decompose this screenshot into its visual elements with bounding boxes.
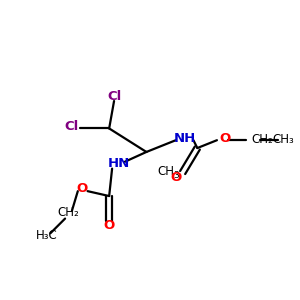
Text: CH₂: CH₂ (251, 133, 273, 146)
Text: CH₃: CH₃ (273, 133, 295, 146)
Text: O: O (219, 132, 230, 145)
Text: H₃C: H₃C (36, 229, 57, 242)
Text: CH₂: CH₂ (57, 206, 79, 219)
Text: NH: NH (173, 132, 196, 145)
Text: CH: CH (158, 165, 175, 178)
Text: HN: HN (108, 157, 130, 170)
Text: O: O (103, 219, 115, 232)
Text: O: O (170, 171, 182, 184)
Text: Cl: Cl (65, 120, 79, 133)
Text: Cl: Cl (107, 90, 121, 103)
Text: 3: 3 (173, 171, 179, 180)
Text: O: O (76, 182, 87, 195)
